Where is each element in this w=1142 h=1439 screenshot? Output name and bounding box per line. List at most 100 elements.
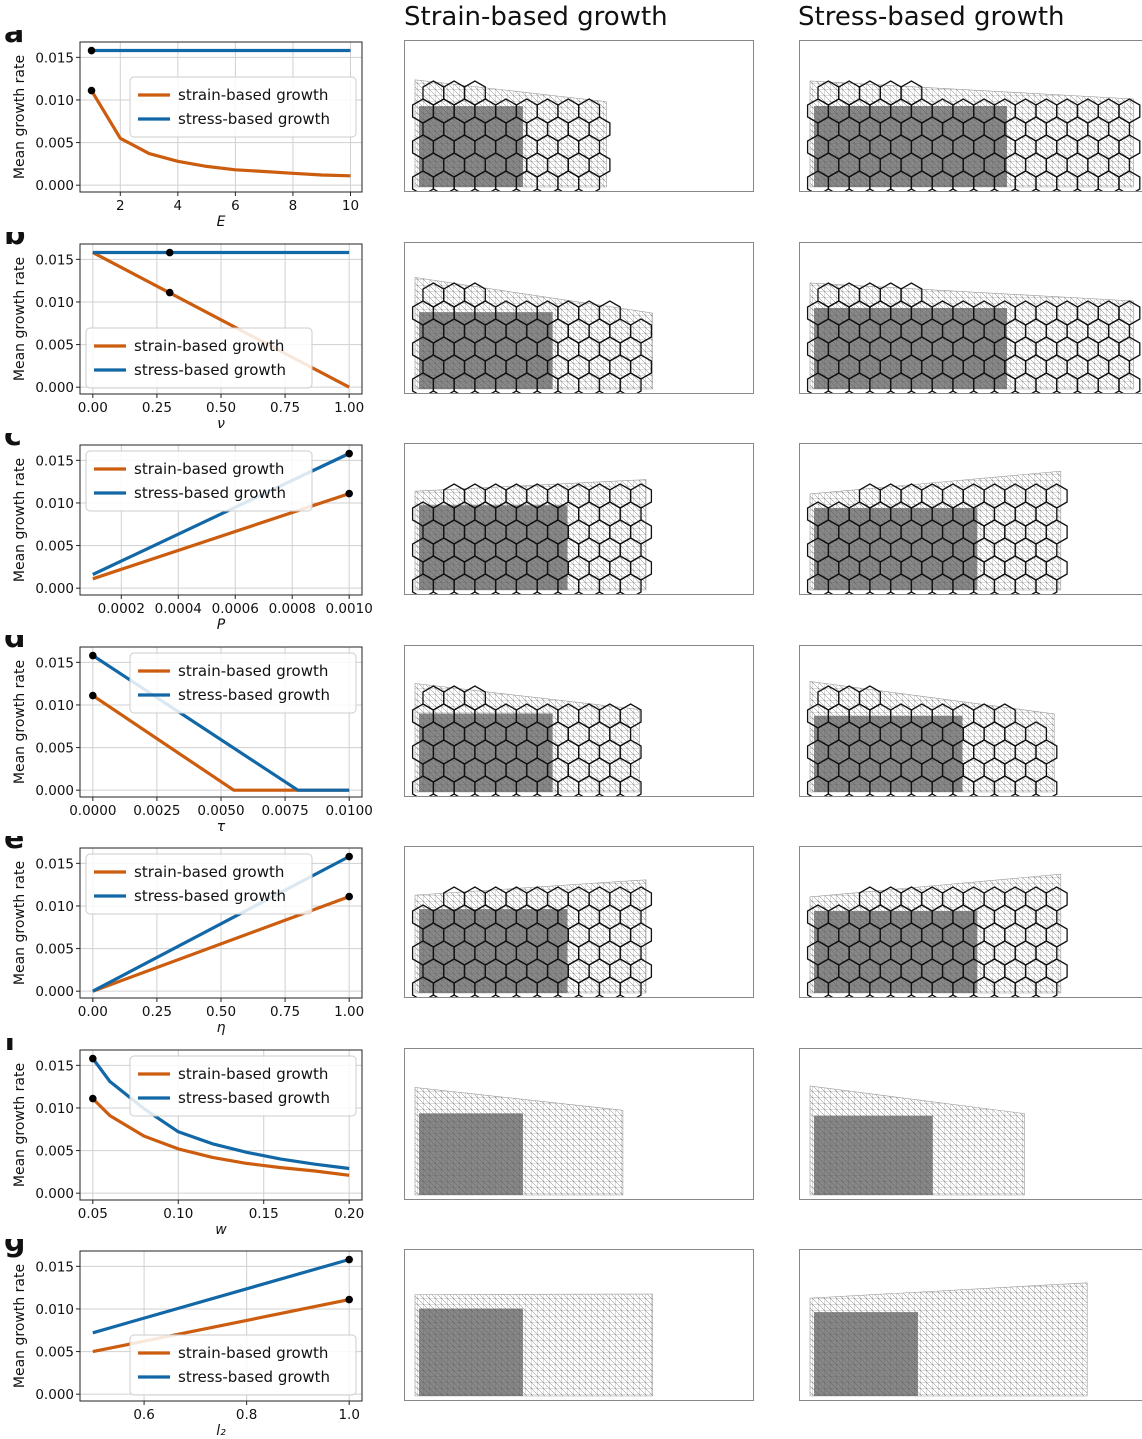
column-title-stress: Stress-based growth [798,2,1065,32]
tissue-simulation [800,646,1142,797]
legend-label-strain: strain-based growth [178,1065,328,1083]
legend: strain-based growth stress-based growth [86,328,312,388]
legend: strain-based growth stress-based growth [130,1335,356,1395]
data-marker [89,691,97,699]
x-tick-label: 0.0050 [197,803,244,819]
simulation-stress-e [799,846,1142,998]
data-marker [89,1054,97,1062]
x-tick-label: 0.00 [78,1004,108,1020]
x-tick-label: 6 [231,198,240,214]
x-tick-label: 0.0100 [326,803,373,819]
legend-label-strain: strain-based growth [134,863,284,881]
figure-row-a: 2 4 6 8 10 0.000 0.005 0.010 0.015 E Mean growth r… [0,30,1142,230]
data-marker [345,893,353,901]
data-marker [89,651,97,659]
simulation-strain-e [404,846,754,998]
growth-region [419,1309,523,1397]
y-tick-label: 0.000 [35,984,74,1000]
legend: strain-based growth stress-based growth [86,451,312,511]
legend: strain-based growth stress-based growth [130,77,356,137]
legend-label-strain: strain-based growth [178,1344,328,1362]
tissue-simulation [405,1049,754,1200]
y-tick-label: 0.010 [35,93,74,109]
line-chart-a: 2 4 6 8 10 0.000 0.005 0.010 0.015 E Mean growth r… [0,30,380,230]
growth-region [419,505,568,590]
tissue-simulation [800,1250,1142,1401]
x-tick-label: 0.0002 [98,601,145,617]
panel-letter: c [4,433,22,453]
panel-letter: g [4,1239,25,1259]
x-tick-label: 1.00 [334,1004,364,1020]
x-tick-label: 1.0 [338,1407,359,1423]
y-tick-label: 0.010 [35,1302,74,1318]
y-tick-label: 0.015 [35,1259,74,1275]
x-tick-label: 4 [174,198,183,214]
data-marker [345,490,353,498]
tissue-simulation [800,444,1142,595]
legend-label-stress: stress-based growth [178,1368,330,1386]
y-tick-label: 0.000 [35,581,74,597]
data-marker [166,248,174,256]
line-chart-g: 0.6 0.8 1.0 0.000 0.005 0.010 0.015 l₂ Mean grow… [0,1239,380,1439]
x-tick-label: 1.00 [334,400,364,416]
data-marker [345,1296,353,1304]
tissue-simulation [405,41,754,192]
simulation-stress-a [799,40,1142,192]
y-tick-label: 0.005 [35,337,74,353]
x-tick-label: 0.0000 [69,803,116,819]
tissue-simulation [800,41,1142,192]
tissue-simulation [405,847,754,998]
x-tick-label: 0.20 [334,1206,364,1222]
x-tick-label: 0.05 [78,1206,108,1222]
legend-label-stress: stress-based growth [178,686,330,704]
tissue-simulation [800,1049,1142,1200]
legend-label-stress: stress-based growth [134,361,286,379]
y-tick-label: 0.000 [35,1387,74,1403]
y-tick-label: 0.010 [35,899,74,915]
y-axis-label: Mean growth rate [12,861,28,985]
x-tick-label: 0.50 [206,1004,236,1020]
data-marker [166,288,174,296]
y-tick-label: 0.000 [35,178,74,194]
simulation-stress-f [799,1048,1142,1200]
y-tick-label: 0.015 [35,252,74,268]
figure-row-f: 0.05 0.10 0.15 0.20 0.000 0.005 0.010 0.015 w Mea… [0,1038,1142,1238]
x-tick-label: 10 [342,198,359,214]
panel-letter: e [4,836,24,856]
x-tick-label: 0.0004 [155,601,202,617]
figure-row-c: 0.0002 0.0004 0.0006 0.0008 0.0010 0.000 0.005… [0,433,1142,633]
x-tick-label: 0.0010 [326,601,373,617]
x-tick-label: 8 [289,198,298,214]
x-tick-label: 0.00 [78,400,108,416]
y-axis-label: Mean growth rate [12,1062,28,1186]
legend-label-stress: stress-based growth [134,887,286,905]
simulation-strain-a [404,40,754,192]
legend-label-stress: stress-based growth [178,110,330,128]
series-line-stress [93,1260,349,1333]
simulation-strain-b [404,242,754,394]
x-tick-label: 0.10 [163,1206,193,1222]
tissue-simulation [405,1250,754,1401]
y-tick-label: 0.000 [35,783,74,799]
line-chart-e: 0.00 0.25 0.50 0.75 1.000.0000.0050.0100.015… [0,836,380,1036]
panel-letter: b [4,232,25,252]
legend-label-stress: stress-based growth [134,484,286,502]
y-axis-label: Mean growth rate [12,1264,28,1388]
y-axis-label: Mean growth rate [12,458,28,582]
legend-label-strain: strain-based growth [178,662,328,680]
simulation-stress-g [799,1249,1142,1401]
y-tick-label: 0.010 [35,697,74,713]
figure-row-g: 0.6 0.8 1.0 0.000 0.005 0.010 0.015 l₂ Mean grow… [0,1239,1142,1439]
y-tick-label: 0.010 [35,294,74,310]
simulation-stress-d [799,645,1142,797]
x-axis-label: P [217,617,226,633]
growth-region [419,312,553,389]
legend-label-strain: strain-based growth [134,337,284,355]
x-tick-label: 0.8 [236,1407,257,1423]
y-axis-label: Mean growth rate [12,659,28,783]
x-tick-label: 0.75 [270,400,300,416]
data-marker [345,853,353,861]
x-axis-label: τ [217,819,226,835]
legend-label-stress: stress-based growth [178,1089,330,1107]
y-tick-label: 0.000 [35,380,74,396]
